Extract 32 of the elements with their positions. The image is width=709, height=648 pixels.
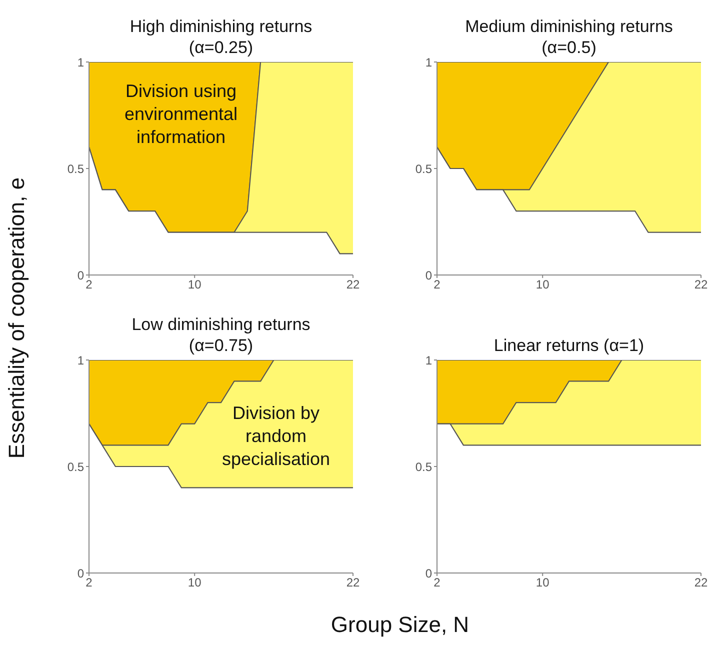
x-tick-label: 2 xyxy=(86,278,93,292)
x-tick-label: 22 xyxy=(694,576,708,590)
x-axis-title: Group Size, N xyxy=(330,612,470,638)
x-tick-label: 10 xyxy=(536,576,550,590)
y-tick-label: 0.5 xyxy=(67,460,84,474)
annotation: Division by random specialisation xyxy=(220,402,332,471)
y-tick-label: 1 xyxy=(425,55,432,70)
y-axis-title: Essentiality of cooperation, e xyxy=(4,176,30,461)
x-tick-label: 22 xyxy=(346,576,360,590)
y-tick-label: 0 xyxy=(77,268,84,282)
y-tick-label: 0 xyxy=(77,566,84,580)
x-tick-label: 2 xyxy=(434,576,441,590)
chart-title: Medium diminishing returns (α=0.5) xyxy=(464,16,674,58)
x-tick-label: 10 xyxy=(188,278,202,292)
y-tick-label: 0.5 xyxy=(67,162,84,176)
y-tick-label: 1 xyxy=(425,353,432,368)
x-tick-label: 22 xyxy=(346,278,360,292)
annotation: Division using environmental information xyxy=(123,80,239,149)
y-tick-label: 1 xyxy=(77,353,84,368)
y-tick-label: 0 xyxy=(425,566,432,580)
x-tick-label: 2 xyxy=(86,576,93,590)
y-tick-label: 0 xyxy=(425,268,432,282)
y-tick-label: 0.5 xyxy=(415,162,432,176)
chart-title: Linear returns (α=1) xyxy=(492,335,646,356)
x-tick-label: 10 xyxy=(188,576,202,590)
chart-title: Low diminishing returns (α=0.75) xyxy=(130,314,312,356)
x-tick-label: 22 xyxy=(694,278,708,292)
x-tick-label: 10 xyxy=(536,278,550,292)
x-tick-label: 2 xyxy=(434,278,441,292)
y-tick-label: 0.5 xyxy=(415,460,432,474)
y-tick-label: 1 xyxy=(77,55,84,70)
chart-title: High diminishing returns (α=0.25) xyxy=(128,16,314,58)
